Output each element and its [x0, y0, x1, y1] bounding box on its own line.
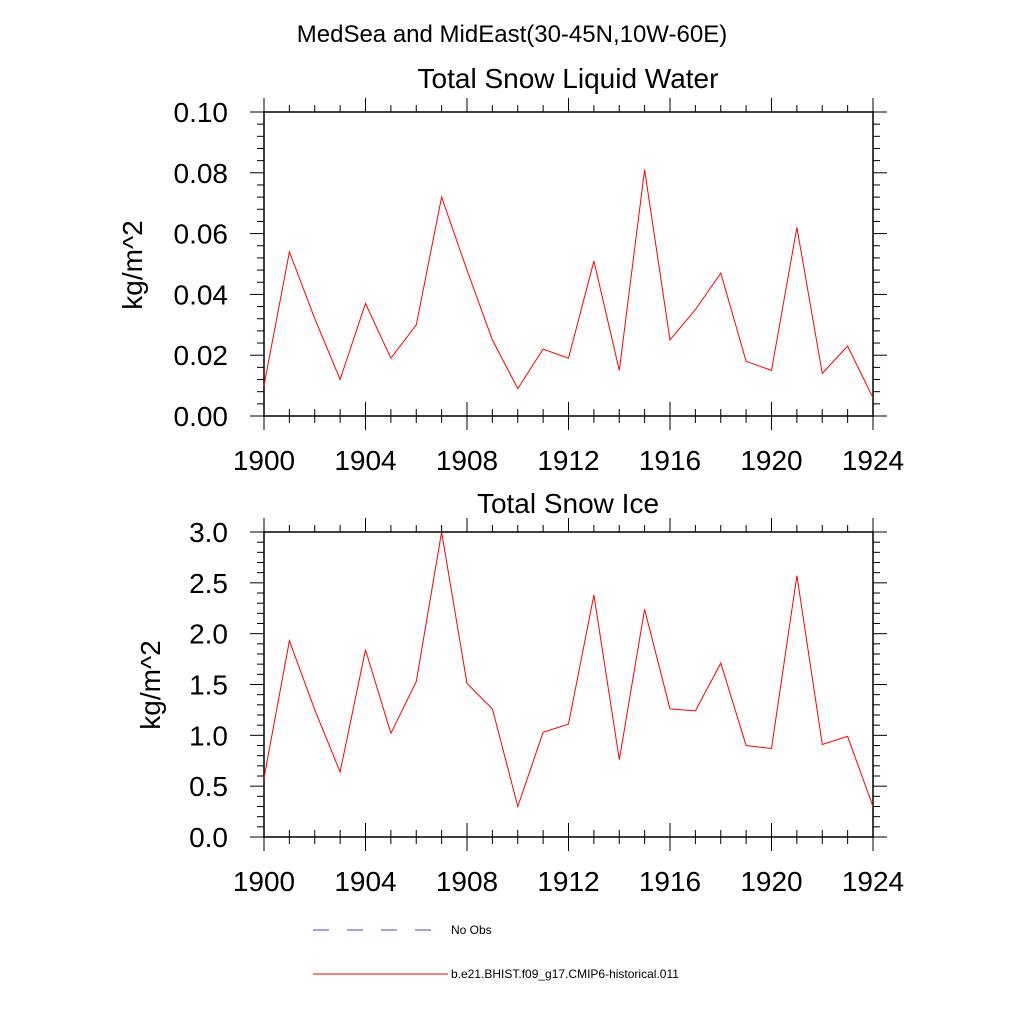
x-tick-label: 1920	[740, 445, 802, 476]
series-line	[263, 531, 874, 809]
y-tick-label: 0.00	[174, 401, 229, 432]
x-tick-label: 1900	[233, 445, 295, 476]
x-tick-label: 1920	[740, 866, 802, 897]
x-tick-label: 1904	[334, 866, 396, 897]
y-tick-label: 0.02	[174, 340, 229, 371]
panel-snow-ice: Total Snow Ice kg/m^2 1900 1904 1908 1912 19…	[135, 488, 904, 897]
x-tick-label: 1916	[639, 866, 701, 897]
y-tick-label: 0.08	[174, 158, 229, 189]
panel-2-title: Total Snow Ice	[477, 488, 659, 519]
y-tick-label: 0.10	[174, 97, 229, 128]
panel-snow-liquid-water: Total Snow Liquid Water kg/m^2 1900 1904 1…	[117, 63, 904, 476]
y-tick-label: 0.04	[174, 279, 229, 310]
legend-label-model: b.e21.BHIST.f09_g17.CMIP6-historical.011	[451, 967, 679, 981]
x-tick-label: 1924	[842, 445, 904, 476]
x-tick-label: 1924	[842, 866, 904, 897]
y-tick-label: 1.5	[189, 670, 228, 701]
y-tick-label: 0.5	[189, 771, 228, 802]
y-tick-label: 2.0	[189, 619, 228, 650]
series-line	[263, 169, 874, 399]
figure-main-title: MedSea and MidEast(30-45N,10W-60E)	[297, 21, 727, 48]
x-tick-label: 1904	[334, 445, 396, 476]
y-tick-label: 1.0	[189, 720, 228, 751]
panel-1-series	[263, 169, 874, 399]
panel-1-title: Total Snow Liquid Water	[418, 63, 719, 94]
x-tick-label: 1912	[537, 866, 599, 897]
panel-2-y-axis-label: kg/m^2	[135, 640, 166, 729]
panel-1-y-ticks: 0.00 0.02 0.04 0.06 0.08 0.10	[174, 97, 887, 432]
x-tick-label: 1908	[436, 866, 498, 897]
panel-2-y-ticks: 0.0 0.5 1.0 1.5 2.0 2.5 3.0	[189, 517, 887, 853]
panel-1-plot-frame	[263, 111, 874, 417]
panel-2-plot-frame	[263, 531, 874, 838]
y-tick-label: 2.5	[189, 568, 228, 599]
legend-label-no-obs: No Obs	[451, 923, 492, 937]
panel-2-x-ticks: 1900 1904 1908 1912 1916 1920 1924	[233, 518, 904, 897]
y-tick-label: 0.0	[189, 822, 228, 853]
y-tick-label: 0.06	[174, 219, 229, 250]
panel-2-series	[263, 531, 874, 809]
x-tick-label: 1900	[233, 866, 295, 897]
y-tick-label: 3.0	[189, 517, 228, 548]
x-tick-label: 1908	[436, 445, 498, 476]
x-tick-label: 1912	[537, 445, 599, 476]
panel-1-y-axis-label: kg/m^2	[117, 220, 148, 309]
legend: No Obs b.e21.BHIST.f09_g17.CMIP6-histori…	[313, 923, 679, 981]
x-tick-label: 1916	[639, 445, 701, 476]
panel-1-x-ticks: 1900 1904 1908 1912 1916 1920 1924	[233, 98, 904, 476]
